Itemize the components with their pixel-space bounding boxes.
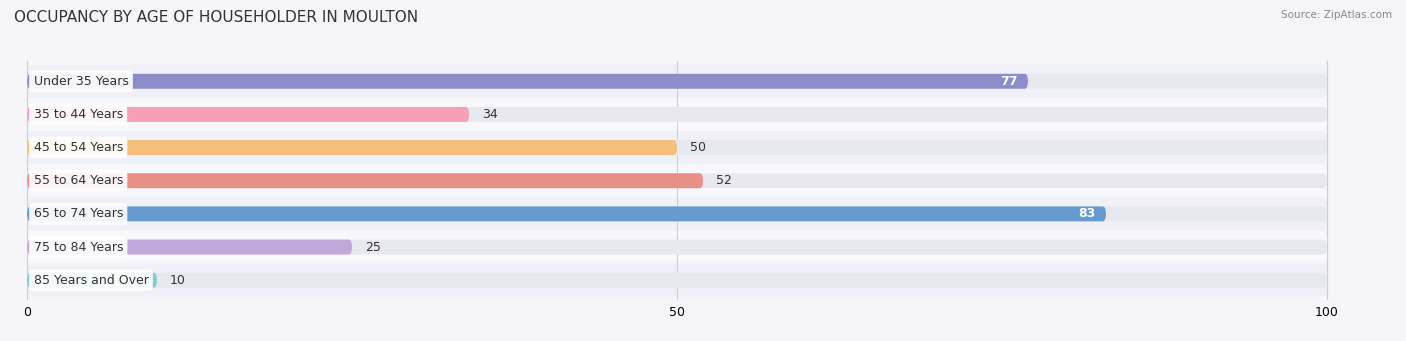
FancyBboxPatch shape bbox=[27, 273, 157, 288]
Text: OCCUPANCY BY AGE OF HOUSEHOLDER IN MOULTON: OCCUPANCY BY AGE OF HOUSEHOLDER IN MOULT… bbox=[14, 10, 418, 25]
Text: 10: 10 bbox=[170, 274, 186, 287]
FancyBboxPatch shape bbox=[27, 98, 1327, 131]
FancyBboxPatch shape bbox=[27, 164, 1327, 197]
Text: 65 to 74 Years: 65 to 74 Years bbox=[34, 207, 122, 220]
Text: Under 35 Years: Under 35 Years bbox=[34, 75, 128, 88]
FancyBboxPatch shape bbox=[27, 74, 1327, 89]
Text: 83: 83 bbox=[1078, 207, 1095, 220]
FancyBboxPatch shape bbox=[27, 173, 1327, 188]
FancyBboxPatch shape bbox=[27, 231, 1327, 264]
FancyBboxPatch shape bbox=[27, 273, 1327, 288]
FancyBboxPatch shape bbox=[27, 173, 703, 188]
FancyBboxPatch shape bbox=[27, 206, 1327, 221]
FancyBboxPatch shape bbox=[27, 131, 1327, 164]
Text: 25: 25 bbox=[366, 240, 381, 254]
Text: 50: 50 bbox=[690, 141, 706, 154]
FancyBboxPatch shape bbox=[27, 140, 678, 155]
Text: 52: 52 bbox=[716, 174, 733, 187]
Text: 55 to 64 Years: 55 to 64 Years bbox=[34, 174, 122, 187]
Text: 75 to 84 Years: 75 to 84 Years bbox=[34, 240, 124, 254]
FancyBboxPatch shape bbox=[27, 107, 1327, 122]
FancyBboxPatch shape bbox=[27, 140, 1327, 155]
Text: 45 to 54 Years: 45 to 54 Years bbox=[34, 141, 122, 154]
FancyBboxPatch shape bbox=[27, 240, 1327, 254]
FancyBboxPatch shape bbox=[27, 206, 1107, 221]
FancyBboxPatch shape bbox=[27, 74, 1028, 89]
FancyBboxPatch shape bbox=[27, 65, 1327, 98]
FancyBboxPatch shape bbox=[27, 197, 1327, 231]
Text: 85 Years and Over: 85 Years and Over bbox=[34, 274, 149, 287]
Text: Source: ZipAtlas.com: Source: ZipAtlas.com bbox=[1281, 10, 1392, 20]
FancyBboxPatch shape bbox=[27, 107, 470, 122]
Text: 34: 34 bbox=[482, 108, 498, 121]
Text: 77: 77 bbox=[1000, 75, 1018, 88]
FancyBboxPatch shape bbox=[27, 264, 1327, 297]
FancyBboxPatch shape bbox=[27, 240, 352, 254]
Text: 35 to 44 Years: 35 to 44 Years bbox=[34, 108, 122, 121]
